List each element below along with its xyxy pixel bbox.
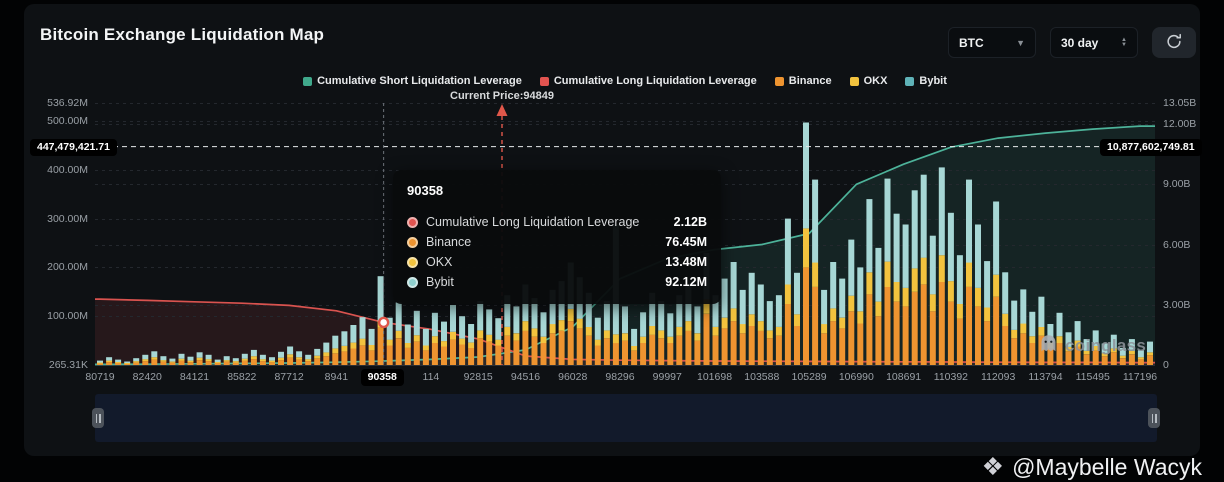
tooltip-row: Binance 76.45M <box>407 232 707 252</box>
range-select[interactable]: 30 day ▲ ▼ <box>1050 27 1138 58</box>
tooltip-series-dot <box>407 236 418 248</box>
legend-label: Cumulative Long Liquidation Leverage <box>553 75 757 87</box>
x-axis-label: 94516 <box>510 371 541 383</box>
y-axis-label-right: 12.00B <box>1163 118 1197 131</box>
x-axis-label: 117196 <box>1122 371 1158 383</box>
y-axis-label-right: 6.00B <box>1163 238 1191 251</box>
x-axis-label: 92815 <box>463 371 493 383</box>
x-axis-label: 84121 <box>179 371 210 383</box>
chevron-down-icon: ▼ <box>1016 37 1025 48</box>
tooltip-row: Bybit 92.12M <box>407 272 707 292</box>
y-axis-label-left: 100.00M <box>47 310 88 323</box>
x-axis-label: 82420 <box>132 371 162 383</box>
brush-handle-left[interactable] <box>92 408 104 428</box>
x-axis-label: 110392 <box>933 371 969 383</box>
legend-swatch <box>539 76 549 86</box>
tooltip-series-dot <box>407 256 418 268</box>
tooltip-series-value: 92.12M <box>665 275 707 289</box>
page-title: Bitcoin Exchange Liquidation Map <box>40 25 325 44</box>
x-axis-label: 115495 <box>1075 371 1110 383</box>
credit-text: @Maybelle Wacyk <box>1012 454 1202 480</box>
coinglass-watermark: coinglass <box>1038 333 1146 359</box>
refresh-icon <box>1165 33 1183 53</box>
y-axis-label-left: 536.92M <box>47 97 88 109</box>
tooltip-series-label: OKX <box>426 255 453 269</box>
legend-label: OKX <box>863 75 888 87</box>
x-axis-label: 106990 <box>838 371 874 383</box>
tooltip-title: 90358 <box>407 183 444 198</box>
tooltip-row: OKX 13.48M <box>407 252 707 272</box>
legend-item[interactable]: Binance <box>774 75 832 87</box>
y-axis-label-left: 300.00M <box>47 212 88 225</box>
x-axis-label: 105289 <box>791 371 827 383</box>
legend-swatch <box>849 76 859 86</box>
x-axis-label: 96028 <box>558 371 588 383</box>
x-axis-label: 98296 <box>605 371 635 383</box>
binance-diamond-icon: ❖ <box>981 453 1005 481</box>
legend-item[interactable]: OKX <box>849 75 888 87</box>
y-axis-label-right: 9.00B <box>1163 178 1191 191</box>
x-axis-label: 108691 <box>886 371 922 383</box>
legend-swatch <box>905 76 915 86</box>
legend-label: Binance <box>788 75 832 87</box>
y-axis-label-right: 0 <box>1163 359 1169 371</box>
x-axis-current-label-pill: 90358 <box>360 369 404 386</box>
left-axis-current-value-pill: 447,479,421.71 <box>30 139 117 156</box>
x-axis-label: 87712 <box>274 371 304 383</box>
updown-spinner-icon: ▲ ▼ <box>1121 36 1127 48</box>
tooltip-series-value: 76.45M <box>665 235 707 249</box>
range-select-value: 30 day <box>1061 35 1099 50</box>
coinglass-wordmark: coinglass <box>1065 336 1147 355</box>
x-axis-label: 114 <box>422 371 440 383</box>
y-axis-label-right: 3.00B <box>1163 298 1191 311</box>
x-axis-label: 85822 <box>227 371 257 383</box>
tooltip-series-dot <box>407 216 418 228</box>
y-axis-label-left: 200.00M <box>47 261 88 274</box>
y-axis-label-right: 13.05B <box>1163 97 1197 109</box>
legend-swatch <box>303 76 313 86</box>
tooltip-series-label: Binance <box>426 235 472 249</box>
x-axis-label: 103588 <box>744 371 780 383</box>
legend-label: Cumulative Short Liquidation Leverage <box>317 75 522 87</box>
time-range-brush[interactable] <box>92 394 1160 442</box>
brush-handle-right[interactable] <box>1148 408 1160 428</box>
tooltip-series-label: Cumulative Long Liquidation Leverage <box>426 215 640 229</box>
credit-watermark: ❖ @Maybelle Wacyk <box>982 454 1202 481</box>
tooltip-series-value: 2.12B <box>673 215 707 229</box>
legend-swatch <box>774 76 784 86</box>
tooltip-series-label: Bybit <box>426 275 454 289</box>
tooltip-series-dot <box>407 276 418 288</box>
x-axis-label: 113794 <box>1028 371 1063 383</box>
coinglass-ghost-icon <box>1038 333 1059 359</box>
tooltip-row: Cumulative Long Liquidation Leverage 2.12… <box>407 212 707 232</box>
tooltip-series-value: 13.48M <box>665 255 707 269</box>
coin-select-value: BTC <box>959 35 984 50</box>
legend-item[interactable]: Bybit <box>905 75 947 87</box>
coin-select[interactable]: BTC ▼ <box>948 27 1036 58</box>
x-axis-label: 101698 <box>697 371 733 383</box>
legend-item[interactable]: Cumulative Short Liquidation Leverage <box>303 75 522 87</box>
y-axis-label-left: 500.00M <box>47 115 88 128</box>
x-axis-label: 80719 <box>85 371 115 383</box>
x-axis-label: 99997 <box>652 371 682 383</box>
current-price-label: Current Price:94849 <box>450 90 554 102</box>
y-axis-label-left: 400.00M <box>47 163 88 176</box>
x-axis-label: 112093 <box>981 371 1016 383</box>
y-axis-label-left: 265.31K <box>48 358 88 371</box>
chart-tooltip: 90358 Cumulative Long Liquidation Levera… <box>393 170 721 304</box>
refresh-button[interactable] <box>1152 27 1196 58</box>
x-axis-label: 8941 <box>324 371 349 383</box>
legend-label: Bybit <box>919 75 947 87</box>
chart-controls: BTC ▼ 30 day ▲ ▼ <box>948 27 1196 58</box>
chart-legend: Cumulative Short Liquidation Leverage Cum… <box>95 75 1155 87</box>
legend-item[interactable]: Cumulative Long Liquidation Leverage <box>539 75 757 87</box>
right-axis-current-value-pill: 10,877,602,749.81 <box>1100 139 1202 156</box>
